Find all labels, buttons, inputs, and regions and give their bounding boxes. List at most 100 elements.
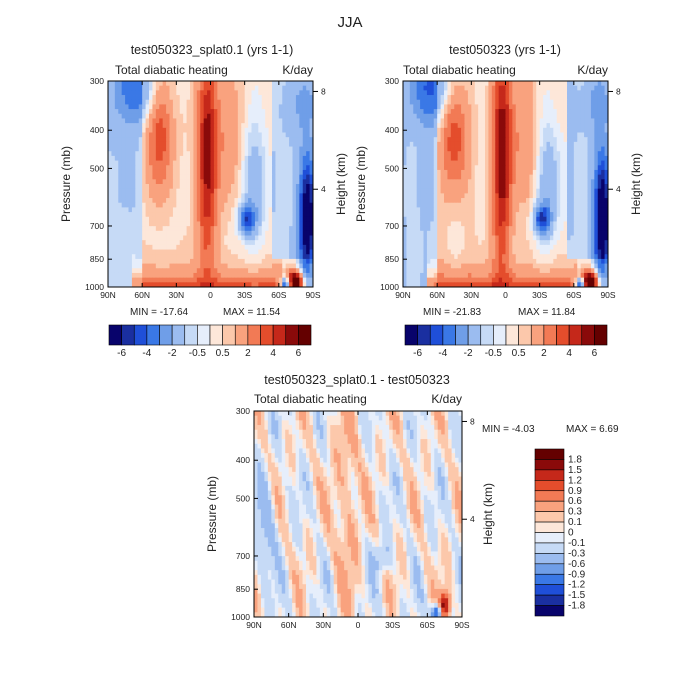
heatmap-cell bbox=[409, 123, 414, 129]
heatmap-cell bbox=[135, 141, 140, 147]
heatmap-cell bbox=[125, 198, 129, 204]
heatmap-cell bbox=[125, 258, 129, 264]
heatmap-cell bbox=[254, 235, 259, 241]
heatmap-cell bbox=[444, 99, 448, 105]
heatmap-cell bbox=[505, 90, 510, 96]
heatmap-cell bbox=[108, 155, 112, 161]
heatmap-cell bbox=[420, 216, 424, 222]
heatmap-cell bbox=[488, 235, 493, 241]
heatmap-cell bbox=[193, 221, 198, 227]
heatmap-cell bbox=[220, 277, 225, 283]
heatmap-cell bbox=[217, 146, 222, 152]
heatmap-cell bbox=[309, 118, 314, 124]
heatmap-cell bbox=[248, 85, 252, 91]
heatmap-cell bbox=[125, 188, 129, 194]
heatmap-cell bbox=[213, 235, 218, 241]
heatmap-cell bbox=[169, 184, 174, 190]
heatmap-cell bbox=[121, 235, 126, 241]
heatmap-cell bbox=[111, 272, 116, 279]
heatmap-cell bbox=[169, 244, 174, 250]
heatmap-cell bbox=[125, 240, 129, 246]
heatmap-cell bbox=[217, 184, 222, 190]
heatmap-cell bbox=[278, 141, 283, 147]
heatmap-cell bbox=[295, 132, 300, 138]
heatmap-cell bbox=[285, 202, 290, 208]
heatmap-cell bbox=[196, 104, 201, 110]
heatmap-cell bbox=[275, 165, 280, 171]
heatmap-cell bbox=[285, 188, 290, 194]
heatmap-cell bbox=[285, 165, 290, 171]
heatmap-cell bbox=[231, 230, 235, 236]
heatmap-cell bbox=[268, 212, 273, 218]
heatmap-cell bbox=[423, 193, 428, 199]
heatmap-cell bbox=[292, 165, 297, 171]
heatmap-cell bbox=[498, 179, 503, 185]
heatmap-cell bbox=[190, 127, 194, 133]
heatmap-cell bbox=[213, 188, 218, 194]
heatmap-cell bbox=[522, 109, 527, 115]
heatmap-cell bbox=[289, 179, 293, 185]
heatmap-cell bbox=[248, 99, 252, 105]
heatmap-cell bbox=[508, 198, 513, 204]
heatmap-cell bbox=[587, 230, 592, 236]
heatmap-cell bbox=[114, 258, 119, 264]
heatmap-cell bbox=[213, 81, 218, 87]
heatmap-cell bbox=[254, 282, 259, 288]
heatmap-cell bbox=[409, 81, 414, 87]
heatmap-cell bbox=[162, 263, 167, 269]
heatmap-cell bbox=[406, 127, 411, 133]
heatmap-cell bbox=[461, 109, 465, 115]
heatmap-cell bbox=[155, 141, 160, 147]
heatmap-cell bbox=[306, 198, 310, 204]
heatmap-cell bbox=[220, 127, 225, 133]
heatmap-cell bbox=[532, 109, 537, 115]
heatmap-cell bbox=[601, 141, 605, 147]
heatmap-cell bbox=[597, 193, 602, 199]
heatmap-cell bbox=[289, 104, 293, 110]
heatmap-cell bbox=[237, 184, 242, 190]
heatmap-cell bbox=[532, 221, 537, 227]
heatmap-cell bbox=[193, 179, 198, 185]
heatmap-cell bbox=[183, 258, 187, 264]
heatmap-cell bbox=[292, 193, 297, 199]
heatmap-cell bbox=[505, 169, 510, 176]
heatmap-cell bbox=[522, 174, 527, 180]
heatmap-cell bbox=[261, 123, 266, 129]
heatmap-cell bbox=[532, 169, 537, 176]
heatmap-cell bbox=[265, 132, 269, 138]
heatmap-cell bbox=[467, 137, 472, 143]
heatmap-cell bbox=[416, 99, 421, 105]
heatmap-cell bbox=[244, 207, 249, 213]
heatmap-cell bbox=[261, 258, 266, 264]
heatmap-cell bbox=[169, 169, 174, 176]
heatmap-cell bbox=[166, 198, 170, 204]
heatmap-cell bbox=[111, 151, 116, 157]
heatmap-cell bbox=[508, 99, 513, 105]
heatmap-cell bbox=[278, 254, 283, 260]
heatmap-cell bbox=[176, 282, 181, 288]
heatmap-cell bbox=[152, 244, 157, 250]
heatmap-cell bbox=[522, 127, 527, 133]
heatmap-cell bbox=[234, 146, 239, 152]
heatmap-cell bbox=[597, 95, 602, 101]
heatmap-cell bbox=[416, 244, 421, 250]
heatmap-cell bbox=[430, 235, 435, 241]
heatmap-cell bbox=[231, 249, 235, 255]
heatmap-cell bbox=[268, 137, 273, 143]
heatmap-cell bbox=[430, 151, 435, 157]
heatmap-cell bbox=[299, 230, 304, 236]
heatmap-cell bbox=[423, 221, 428, 227]
heatmap-cell bbox=[478, 104, 482, 110]
heatmap-cell bbox=[292, 85, 297, 91]
heatmap-cell bbox=[539, 193, 544, 199]
heatmap-cell bbox=[577, 240, 582, 246]
heatmap-cell bbox=[409, 212, 414, 218]
heatmap-cell bbox=[128, 282, 133, 288]
heatmap-cell bbox=[450, 202, 455, 208]
heatmap-cell bbox=[302, 216, 307, 222]
heatmap-cell bbox=[278, 263, 283, 269]
heatmap-cell bbox=[461, 81, 465, 87]
heatmap-cell bbox=[261, 85, 266, 91]
heatmap-cell bbox=[413, 141, 418, 147]
heatmap-cell bbox=[190, 216, 194, 222]
